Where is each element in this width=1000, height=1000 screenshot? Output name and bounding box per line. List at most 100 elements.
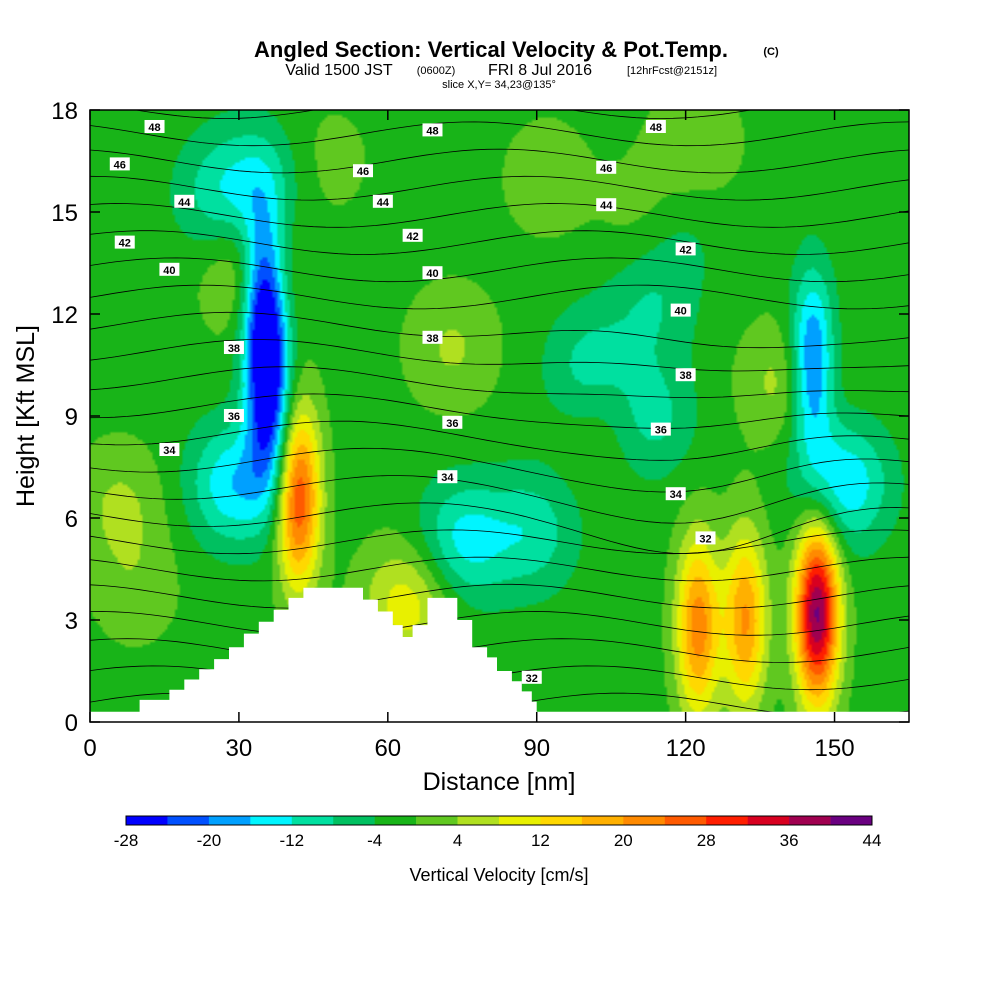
y-tick-label: 6: [65, 506, 78, 533]
isentrope-line-14: [90, 311, 909, 349]
isentrope-line-9: [90, 447, 909, 493]
isentrope-label-7: 44: [372, 194, 393, 209]
isentrope-line-6: [90, 529, 909, 555]
isentrope-value: 42: [119, 238, 131, 250]
x-tick-label: 150: [815, 735, 855, 762]
isentrope-label-4: 46: [353, 164, 373, 178]
colorbar-label: 12: [531, 831, 550, 850]
isentrope-value: 36: [228, 411, 240, 423]
isentrope-value: 32: [526, 673, 538, 685]
x-tick-label: 120: [666, 735, 706, 762]
isentrope-label-13: 40: [422, 266, 443, 280]
isentrope-label-18: 36: [223, 409, 244, 423]
colorbar-frame: [125, 815, 873, 826]
isentrope-label-17: 38: [675, 368, 696, 382]
colorbar-swatch: [333, 816, 375, 825]
isentrope-label-24: 32: [695, 531, 716, 545]
colorbar-swatch: [706, 816, 748, 825]
isentrope-label-16: 38: [422, 330, 443, 345]
colorbar-label: 20: [614, 831, 633, 850]
isentrope-label-14: 40: [670, 303, 691, 318]
colorbar-label: 4: [453, 831, 462, 850]
colorbar-swatch: [830, 816, 873, 825]
isentrope-line-12: [90, 366, 909, 399]
isentrope-value: 40: [675, 306, 687, 318]
colorbar-swatch: [167, 816, 210, 825]
isentrope-value: 36: [655, 425, 667, 437]
colorbar-swatch: [623, 816, 666, 825]
isentrope-value: 44: [377, 197, 390, 209]
isentrope-value: 46: [600, 163, 612, 175]
valid-date: FRI 8 Jul 2016: [488, 62, 592, 79]
valid-utc: (0600Z): [417, 65, 456, 77]
colorbar-swatch: [291, 816, 334, 825]
isentrope-line-17: [90, 230, 909, 255]
isentrope-value: 38: [426, 333, 438, 345]
isentrope-label-25: 32: [521, 670, 542, 685]
isentrope-label-15: 38: [223, 341, 244, 355]
colorbar-swatch: [581, 816, 624, 825]
valid-prefix: Valid 1500 JST: [285, 62, 393, 79]
isentrope-label-3: 46: [109, 157, 130, 171]
colorbar-label: -12: [280, 831, 305, 850]
isentrope-line-22: [133, 110, 754, 119]
isentrope-value: 40: [163, 265, 175, 277]
isentrope-label-8: 44: [596, 198, 617, 212]
colorbar-swatch: [664, 816, 707, 825]
isentrope-line-4: [90, 583, 909, 609]
terrain-mask: [90, 587, 909, 722]
isentrope-label-2: 48: [645, 120, 666, 134]
isentrope-value: 48: [148, 122, 160, 134]
colorbar-swatch: [126, 816, 168, 825]
isentrope-line-19: [90, 175, 909, 201]
isentrope-value: 42: [680, 244, 692, 256]
colorbar-swatch: [208, 816, 251, 825]
isentrope-value: 46: [357, 166, 369, 178]
y-tick-label: 15: [51, 200, 78, 227]
colorbar-label: -20: [197, 831, 222, 850]
isentrope-value: 42: [407, 231, 419, 243]
isentrope-label-11: 42: [675, 242, 696, 256]
forecast-info: [12hrFcst@2151z]: [627, 65, 717, 77]
isentrope-value: 40: [426, 268, 438, 280]
chart-title-tag: (C): [763, 46, 779, 58]
isentrope-label-20: 36: [650, 422, 671, 437]
vertical-velocity-field: [90, 110, 909, 722]
isentrope-label-12: 40: [159, 262, 180, 277]
colorbar-swatch: [374, 816, 417, 825]
isentrope-labels: 48 48 48 46 46 46 44 44 44 42 42 42 40 40 40 38 38 38 36 36…: [109, 120, 716, 685]
chart-title: Angled Section: Vertical Velocity & Pot.…: [254, 37, 728, 62]
isentrope-value: 34: [670, 489, 683, 501]
isentrope-value: 34: [163, 445, 176, 457]
isentrope-label-1: 48: [422, 123, 443, 137]
isentrope-line-11: [90, 393, 909, 429]
potential-temperature-contours: [90, 110, 909, 718]
isentrope-label-6: 44: [174, 194, 195, 209]
isentrope-value: 48: [650, 122, 662, 134]
isentrope-value: 36: [446, 418, 458, 430]
isentrope-label-23: 34: [665, 487, 686, 501]
colorbar-swatch: [747, 816, 790, 825]
plot-area: 48 48 48 46 46 46 44 44 44 42 42 42 40 40 40 38 38 38 36 36…: [90, 110, 909, 722]
x-tick-label: 90: [523, 735, 550, 762]
x-tick-label: 0: [83, 735, 96, 762]
y-tick-label: 12: [51, 302, 78, 329]
colorbar-swatch: [499, 816, 541, 825]
colorbar-label: -28: [114, 831, 139, 850]
x-axis-ticks: 0 30 60 90 120 150: [83, 110, 855, 762]
y-axis-label: Height [Kft MSL]: [12, 325, 40, 507]
y-tick-label: 9: [65, 404, 78, 431]
y-tick-label: 3: [65, 608, 78, 635]
isentrope-line-7: [90, 502, 909, 555]
isentrope-value: 48: [426, 125, 438, 137]
y-tick-label: 0: [65, 710, 78, 737]
isentrope-value: 44: [600, 200, 613, 212]
valid-time-line: Valid 1500 JST (0600Z) FRI 8 Jul 2016 [1…: [285, 62, 717, 79]
isentrope-value: 38: [680, 370, 692, 382]
isentrope-label-21: 34: [159, 443, 180, 457]
isentrope-value: 34: [441, 472, 454, 484]
colorbar-swatch: [416, 816, 458, 825]
x-tick-label: 60: [374, 735, 401, 762]
isentrope-label-19: 36: [442, 415, 463, 430]
